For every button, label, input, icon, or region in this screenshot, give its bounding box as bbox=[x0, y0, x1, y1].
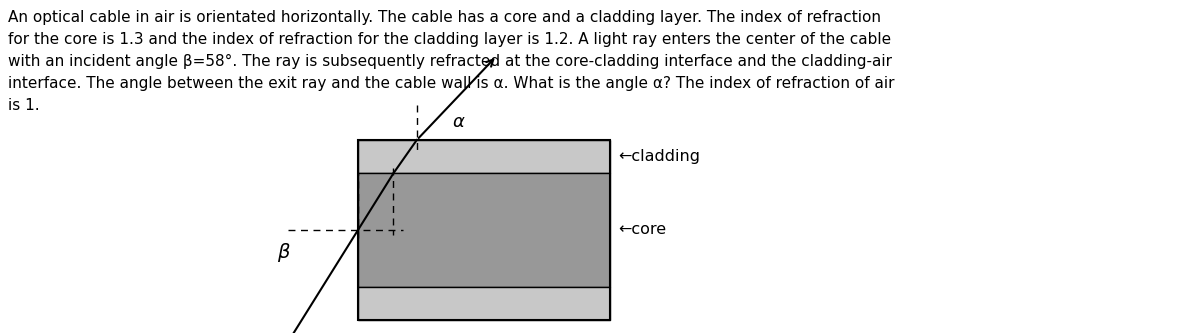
Text: An optical cable in air is orientated horizontally. The cable has a core and a c: An optical cable in air is orientated ho… bbox=[8, 10, 881, 25]
Text: β: β bbox=[277, 242, 289, 261]
Bar bbox=[358, 287, 610, 320]
Text: for the core is 1.3 and the index of refraction for the cladding layer is 1.2. A: for the core is 1.3 and the index of ref… bbox=[8, 32, 892, 47]
Text: α: α bbox=[452, 113, 464, 131]
Text: with an incident angle β=58°. The ray is subsequently refracted at the core-clad: with an incident angle β=58°. The ray is… bbox=[8, 54, 892, 69]
Bar bbox=[358, 140, 610, 320]
Bar bbox=[358, 173, 610, 287]
Text: ←cladding: ←cladding bbox=[618, 149, 700, 164]
Text: ←core: ←core bbox=[618, 222, 666, 237]
Text: is 1.: is 1. bbox=[8, 98, 40, 113]
Bar bbox=[358, 140, 610, 173]
Text: interface. The angle between the exit ray and the cable wall is α. What is the a: interface. The angle between the exit ra… bbox=[8, 76, 894, 91]
